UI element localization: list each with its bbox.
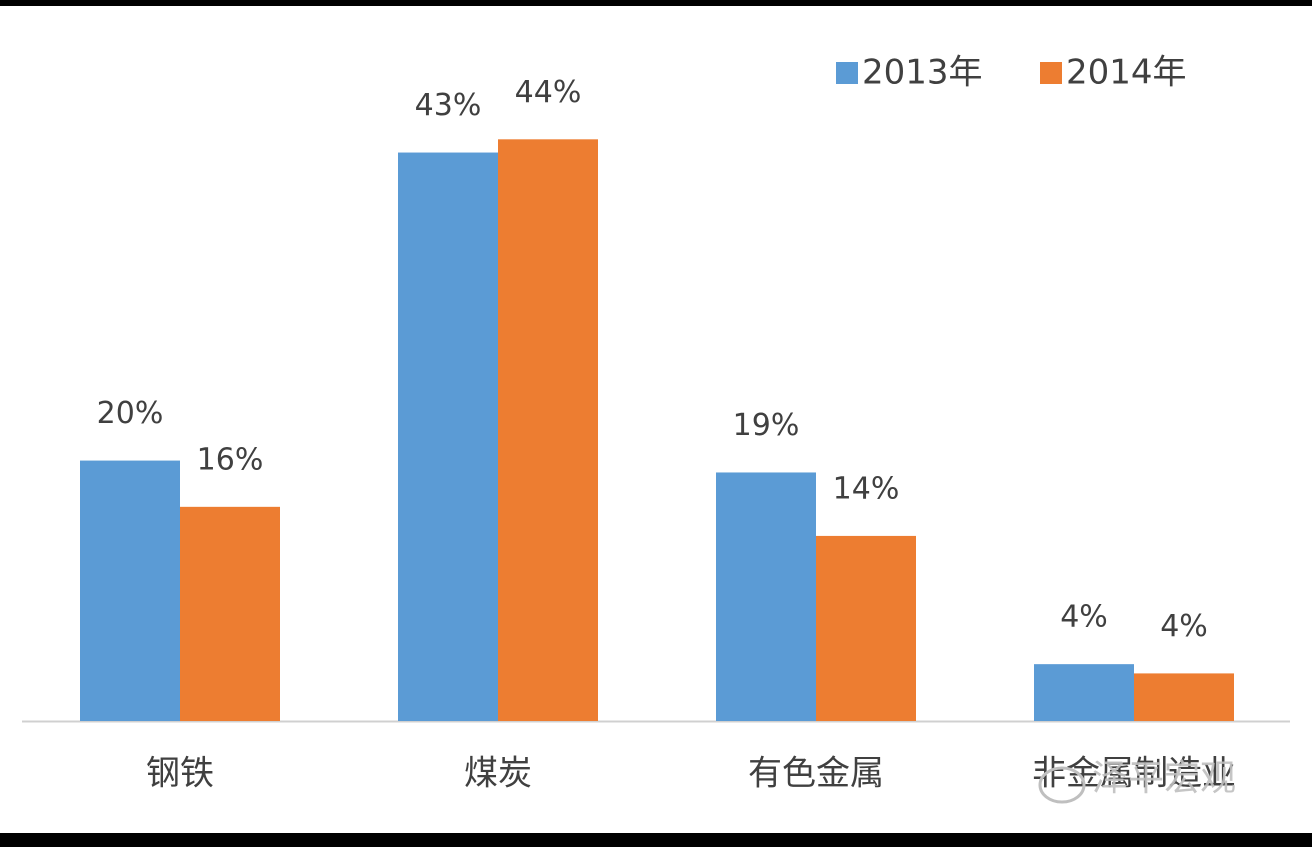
bar (816, 535, 916, 721)
bar (498, 139, 598, 721)
watermark-icon (1038, 766, 1086, 804)
legend-label: 2014年 (1066, 53, 1187, 93)
data-label: 16% (197, 442, 264, 477)
data-label: 43% (415, 88, 482, 123)
legend-label: 2013年 (862, 53, 983, 93)
data-label: 14% (833, 471, 900, 506)
legend-swatch (836, 62, 858, 84)
x-tick-label: 煤炭 (464, 754, 532, 794)
x-tick-label: 非金属制造业 (1032, 754, 1236, 794)
bar (80, 460, 180, 721)
data-label: 20% (97, 396, 164, 431)
data-label: 4% (1060, 600, 1108, 635)
bar (716, 472, 816, 721)
top-border (0, 0, 1312, 6)
data-label: 4% (1160, 609, 1208, 644)
bar (180, 506, 280, 721)
data-label: 19% (733, 408, 800, 443)
watermark: 泽平宏观 (1092, 758, 1236, 799)
data-label: 44% (515, 75, 582, 110)
bar (1034, 664, 1134, 721)
legend-swatch (1040, 62, 1062, 84)
bar (398, 152, 498, 722)
x-tick-label: 有色金属 (748, 754, 884, 794)
x-tick-label: 钢铁 (146, 754, 214, 794)
bar (1134, 673, 1234, 721)
bottom-border (0, 833, 1312, 847)
